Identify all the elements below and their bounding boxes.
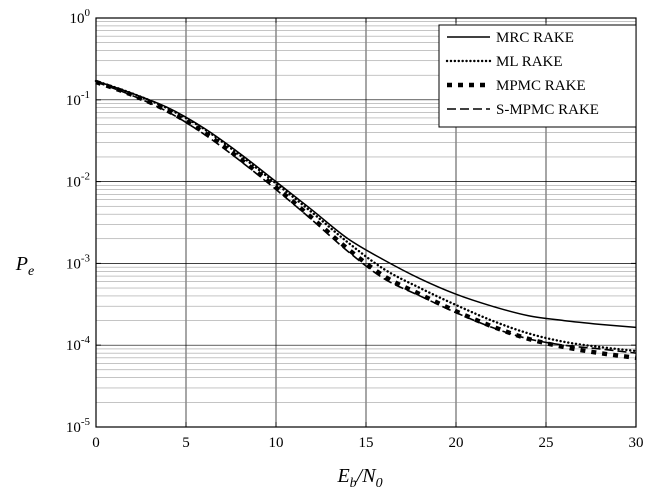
y-tick-label: 10-5 [66, 416, 91, 436]
y-tick-label: 10-3 [66, 252, 91, 272]
x-tick-label: 15 [359, 435, 374, 451]
x-axis-label: Eb/N0 [336, 465, 382, 491]
legend-label-2: ML RAKE [496, 54, 563, 70]
legend-label-1: MRC RAKE [496, 30, 574, 46]
legend: MRC RAKE ML RAKE MPMC RAKE S-MPMC RAKE [438, 24, 637, 128]
y-tick-label: 10-1 [66, 89, 90, 109]
x-tick-label: 30 [629, 435, 644, 451]
x-tick-label: 0 [92, 435, 100, 451]
y-tick-label: 10-4 [66, 334, 91, 354]
plot-frame [95, 17, 637, 428]
series-line-4 [95, 81, 637, 354]
x-tick-label: 5 [182, 435, 190, 451]
x-tick-label: 25 [539, 435, 554, 451]
series-layer [94, 79, 638, 361]
series-line-2 [94, 79, 638, 353]
x-tick-label: 10 [269, 435, 284, 451]
x-tick-label: 20 [449, 435, 464, 451]
legend-box [438, 24, 637, 128]
y-tick-label: 100 [70, 7, 91, 27]
tick-layer: 0 5 10 15 20 25 30 100 10-1 10-2 10-3 10-4 10-5 [66, 7, 644, 451]
legend-label-3: MPMC RAKE [496, 78, 586, 94]
y-axis-label: Pe [15, 253, 34, 279]
legend-label-4: S-MPMC RAKE [496, 102, 599, 118]
y-tick-label: 10-2 [66, 171, 90, 191]
